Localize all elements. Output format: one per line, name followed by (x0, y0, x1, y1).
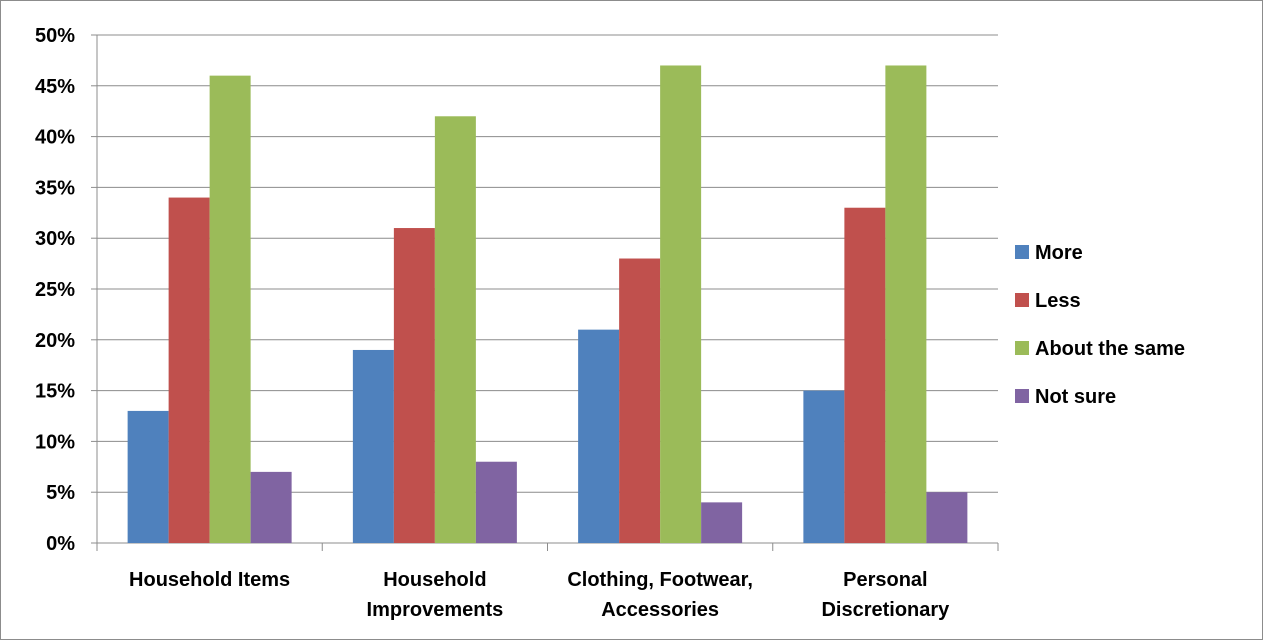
bar (475, 461, 517, 543)
bar (619, 258, 661, 543)
bar (393, 228, 435, 544)
bar (434, 116, 476, 543)
y-tick-label: 10% (35, 431, 75, 453)
legend-label: Not sure (1035, 386, 1116, 408)
bar (168, 197, 210, 543)
category-label: Accessories (601, 599, 719, 621)
category-label: Household (383, 569, 486, 591)
bar (885, 65, 927, 543)
y-tick-label: 50% (35, 25, 75, 47)
y-tick-label: 0% (46, 533, 75, 555)
bar (578, 329, 620, 543)
y-tick-label: 35% (35, 177, 75, 199)
bar (209, 75, 251, 543)
bar (701, 502, 743, 543)
legend-swatch (1015, 341, 1029, 355)
bar (926, 492, 968, 543)
legend-swatch (1015, 293, 1029, 307)
y-tick-label: 5% (46, 482, 75, 504)
legend-label: More (1035, 242, 1083, 264)
bar (250, 471, 292, 543)
y-tick-label: 20% (35, 330, 75, 352)
y-tick-label: 40% (35, 127, 75, 149)
legend-swatch (1015, 245, 1029, 259)
category-label: Household Items (129, 569, 290, 591)
y-tick-label: 30% (35, 228, 75, 250)
category-label: Clothing, Footwear, (567, 569, 753, 591)
y-tick-label: 15% (35, 381, 75, 403)
bar (844, 207, 886, 543)
legend-swatch (1015, 389, 1029, 403)
category-label: Personal (843, 569, 927, 591)
y-tick-label: 45% (35, 76, 75, 98)
legend-label: About the same (1035, 338, 1185, 360)
bar (803, 390, 845, 543)
category-label: Discretionary (821, 599, 950, 621)
bar (127, 410, 169, 543)
y-tick-label: 25% (35, 279, 75, 301)
category-label: Improvements (367, 599, 504, 621)
bar (660, 65, 702, 543)
bar (352, 349, 394, 543)
legend-label: Less (1035, 290, 1081, 312)
